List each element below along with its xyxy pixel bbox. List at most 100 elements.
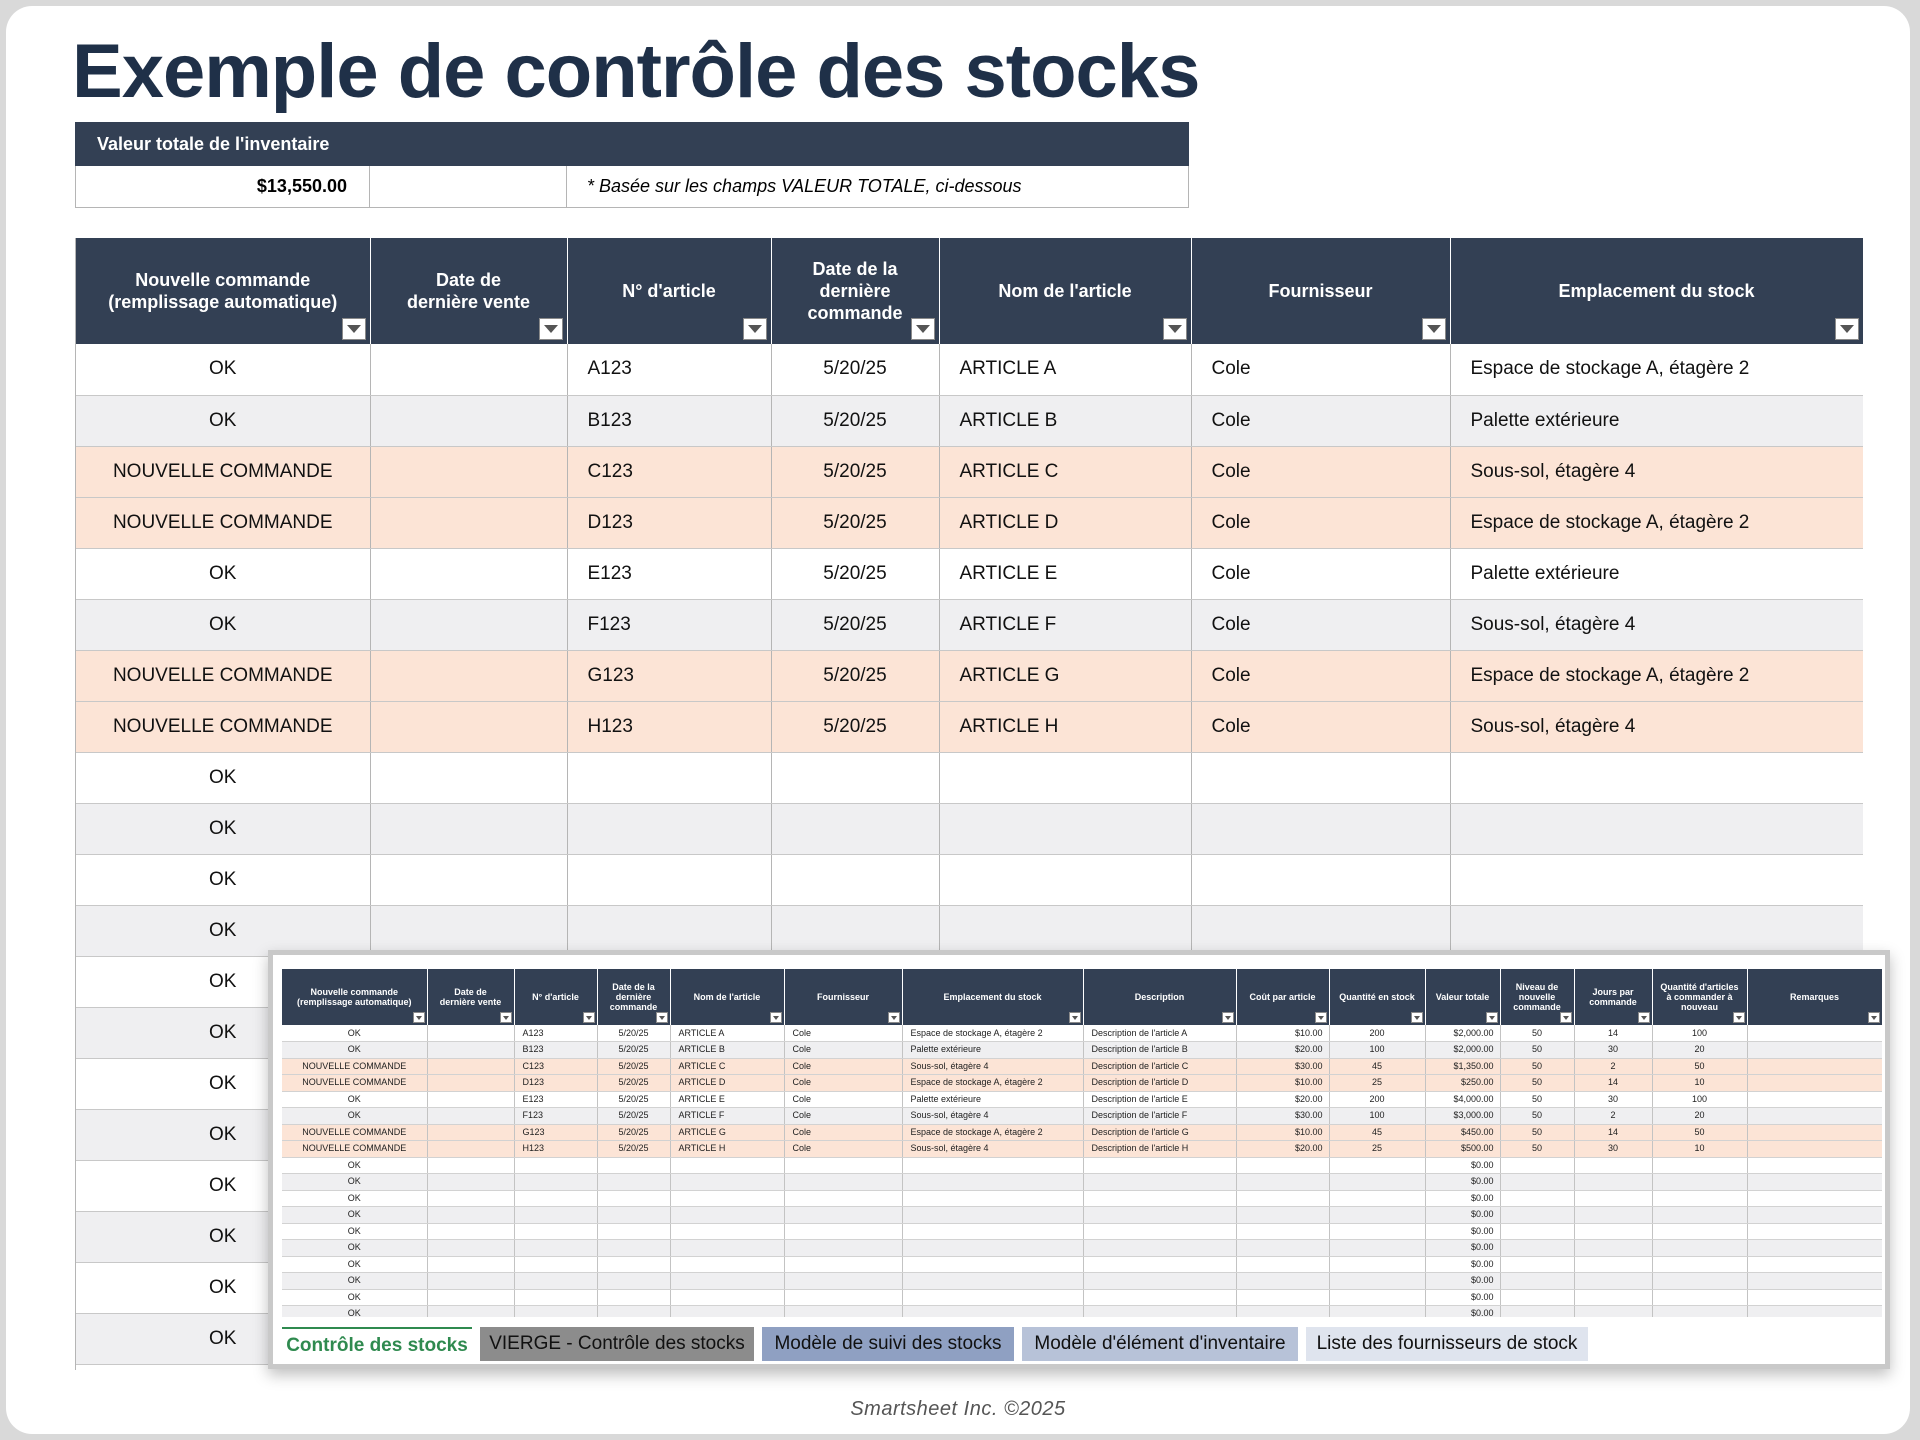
preview-cell-emplacement-du-stock[interactable]	[902, 1256, 1084, 1273]
cell-emplacement-du-stock[interactable]	[1450, 803, 1863, 855]
preview-cell-description[interactable]: Description de l'article A	[1083, 1025, 1237, 1042]
preview-cell-jours-par-commande[interactable]	[1574, 1190, 1653, 1207]
preview-cell-valeur-totale[interactable]: $0.00	[1425, 1256, 1501, 1273]
cell-nouvelle-commande-remplissage-automatique[interactable]: NOUVELLE COMMANDE	[76, 701, 371, 753]
preview-cell-description[interactable]: Description de l'article B	[1083, 1041, 1237, 1059]
preview-cell-fournisseur[interactable]: Cole	[784, 1074, 903, 1092]
preview-cell-quantite-d-articles-a-commander-a-nouveau[interactable]: 10	[1652, 1074, 1748, 1092]
filter-dropdown-icon[interactable]	[1732, 1012, 1745, 1023]
preview-cell-nom-de-l-article[interactable]	[670, 1272, 785, 1290]
preview-cell-n-d-article[interactable]	[514, 1206, 598, 1224]
preview-cell-quantite-en-stock[interactable]	[1329, 1305, 1426, 1317]
preview-cell-niveau-de-nouvelle-commande[interactable]	[1500, 1239, 1575, 1257]
preview-cell-remarques[interactable]	[1747, 1289, 1882, 1306]
preview-cell-jours-par-commande[interactable]: 14	[1574, 1124, 1653, 1141]
preview-cell-nom-de-l-article[interactable]	[670, 1256, 785, 1273]
preview-cell-quantite-d-articles-a-commander-a-nouveau[interactable]: 10	[1652, 1140, 1748, 1158]
preview-cell-remarques[interactable]	[1747, 1173, 1882, 1191]
preview-cell-fournisseur[interactable]	[784, 1289, 903, 1306]
preview-cell-emplacement-du-stock[interactable]: Espace de stockage A, étagère 2	[902, 1074, 1084, 1092]
preview-cell-cout-par-article[interactable]	[1236, 1173, 1330, 1191]
preview-cell-date-de-derniere-vente[interactable]	[427, 1091, 515, 1108]
preview-cell-cout-par-article[interactable]: $20.00	[1236, 1091, 1330, 1108]
cell-n-d-article[interactable]: C123	[567, 446, 772, 498]
cell-date-de-la-derniere-commande[interactable]: 5/20/25	[771, 650, 940, 702]
preview-cell-fournisseur[interactable]: Cole	[784, 1058, 903, 1075]
cell-fournisseur[interactable]: Cole	[1191, 395, 1451, 447]
preview-cell-valeur-totale[interactable]: $0.00	[1425, 1305, 1501, 1317]
preview-cell-remarques[interactable]	[1747, 1025, 1882, 1042]
preview-cell-cout-par-article[interactable]: $30.00	[1236, 1107, 1330, 1125]
preview-cell-date-de-la-derniere-commande[interactable]	[597, 1289, 671, 1306]
preview-cell-description[interactable]	[1083, 1305, 1237, 1317]
preview-cell-fournisseur[interactable]	[784, 1173, 903, 1191]
cell-nom-de-l-article[interactable]: ARTICLE A	[939, 344, 1192, 396]
preview-cell-date-de-derniere-vente[interactable]	[427, 1190, 515, 1207]
preview-cell-n-d-article[interactable]: A123	[514, 1025, 598, 1042]
preview-cell-date-de-la-derniere-commande[interactable]	[597, 1305, 671, 1317]
cell-date-de-la-derniere-commande[interactable]: 5/20/25	[771, 344, 940, 396]
preview-cell-date-de-la-derniere-commande[interactable]	[597, 1206, 671, 1224]
preview-cell-jours-par-commande[interactable]: 14	[1574, 1074, 1653, 1092]
cell-emplacement-du-stock[interactable]	[1450, 854, 1863, 906]
preview-cell-quantite-d-articles-a-commander-a-nouveau[interactable]	[1652, 1206, 1748, 1224]
preview-cell-nouvelle-commande-remplissage-automatique[interactable]: NOUVELLE COMMANDE	[282, 1058, 428, 1075]
filter-dropdown-icon[interactable]	[1637, 1012, 1650, 1023]
cell-emplacement-du-stock[interactable]: Espace de stockage A, étagère 2	[1450, 344, 1863, 396]
preview-cell-fournisseur[interactable]: Cole	[784, 1025, 903, 1042]
preview-cell-cout-par-article[interactable]: $10.00	[1236, 1025, 1330, 1042]
preview-cell-nouvelle-commande-remplissage-automatique[interactable]: OK	[282, 1091, 428, 1108]
preview-cell-nom-de-l-article[interactable]: ARTICLE G	[670, 1124, 785, 1141]
preview-cell-description[interactable]	[1083, 1206, 1237, 1224]
preview-cell-nouvelle-commande-remplissage-automatique[interactable]: OK	[282, 1041, 428, 1059]
preview-cell-quantite-en-stock[interactable]	[1329, 1289, 1426, 1306]
filter-dropdown-icon[interactable]	[1410, 1012, 1423, 1023]
preview-cell-fournisseur[interactable]: Cole	[784, 1041, 903, 1059]
preview-cell-cout-par-article[interactable]	[1236, 1223, 1330, 1240]
preview-cell-date-de-la-derniere-commande[interactable]: 5/20/25	[597, 1025, 671, 1042]
preview-cell-niveau-de-nouvelle-commande[interactable]	[1500, 1223, 1575, 1240]
cell-date-de-la-derniere-commande[interactable]	[771, 905, 940, 957]
cell-n-d-article[interactable]: B123	[567, 395, 772, 447]
preview-cell-valeur-totale[interactable]: $0.00	[1425, 1239, 1501, 1257]
cell-fournisseur[interactable]	[1191, 905, 1451, 957]
preview-cell-emplacement-du-stock[interactable]	[902, 1190, 1084, 1207]
preview-cell-niveau-de-nouvelle-commande[interactable]	[1500, 1305, 1575, 1317]
cell-nom-de-l-article[interactable]	[939, 752, 1192, 804]
preview-cell-date-de-la-derniere-commande[interactable]	[597, 1272, 671, 1290]
preview-cell-jours-par-commande[interactable]	[1574, 1239, 1653, 1257]
preview-cell-nouvelle-commande-remplissage-automatique[interactable]: OK	[282, 1190, 428, 1207]
cell-nouvelle-commande-remplissage-automatique[interactable]: NOUVELLE COMMANDE	[76, 650, 371, 702]
preview-cell-valeur-totale[interactable]: $4,000.00	[1425, 1091, 1501, 1108]
preview-cell-quantite-d-articles-a-commander-a-nouveau[interactable]	[1652, 1305, 1748, 1317]
preview-cell-nom-de-l-article[interactable]	[670, 1223, 785, 1240]
cell-emplacement-du-stock[interactable]	[1450, 905, 1863, 957]
preview-cell-date-de-la-derniere-commande[interactable]: 5/20/25	[597, 1058, 671, 1075]
cell-emplacement-du-stock[interactable]: Sous-sol, étagère 4	[1450, 701, 1863, 753]
cell-n-d-article[interactable]: E123	[567, 548, 772, 600]
preview-cell-niveau-de-nouvelle-commande[interactable]: 50	[1500, 1091, 1575, 1108]
cell-fournisseur[interactable]: Cole	[1191, 446, 1451, 498]
preview-cell-niveau-de-nouvelle-commande[interactable]: 50	[1500, 1140, 1575, 1158]
preview-cell-nouvelle-commande-remplissage-automatique[interactable]: NOUVELLE COMMANDE	[282, 1074, 428, 1092]
preview-cell-fournisseur[interactable]	[784, 1239, 903, 1257]
preview-cell-remarques[interactable]	[1747, 1223, 1882, 1240]
preview-cell-jours-par-commande[interactable]	[1574, 1173, 1653, 1191]
preview-cell-quantite-d-articles-a-commander-a-nouveau[interactable]	[1652, 1256, 1748, 1273]
preview-cell-valeur-totale[interactable]: $0.00	[1425, 1223, 1501, 1240]
preview-cell-nouvelle-commande-remplissage-automatique[interactable]: NOUVELLE COMMANDE	[282, 1140, 428, 1158]
preview-cell-valeur-totale[interactable]: $2,000.00	[1425, 1025, 1501, 1042]
preview-cell-emplacement-du-stock[interactable]: Palette extérieure	[902, 1091, 1084, 1108]
preview-cell-quantite-d-articles-a-commander-a-nouveau[interactable]	[1652, 1173, 1748, 1191]
preview-cell-nom-de-l-article[interactable]: ARTICLE C	[670, 1058, 785, 1075]
cell-nouvelle-commande-remplissage-automatique[interactable]: OK	[76, 905, 371, 957]
preview-cell-remarques[interactable]	[1747, 1157, 1882, 1174]
cell-date-de-derniere-vente[interactable]	[370, 497, 568, 549]
preview-cell-emplacement-du-stock[interactable]: Sous-sol, étagère 4	[902, 1058, 1084, 1075]
preview-cell-remarques[interactable]	[1747, 1239, 1882, 1257]
preview-cell-date-de-derniere-vente[interactable]	[427, 1074, 515, 1092]
preview-cell-jours-par-commande[interactable]	[1574, 1305, 1653, 1317]
preview-cell-quantite-en-stock[interactable]: 25	[1329, 1140, 1426, 1158]
cell-date-de-derniere-vente[interactable]	[370, 752, 568, 804]
preview-cell-jours-par-commande[interactable]	[1574, 1157, 1653, 1174]
